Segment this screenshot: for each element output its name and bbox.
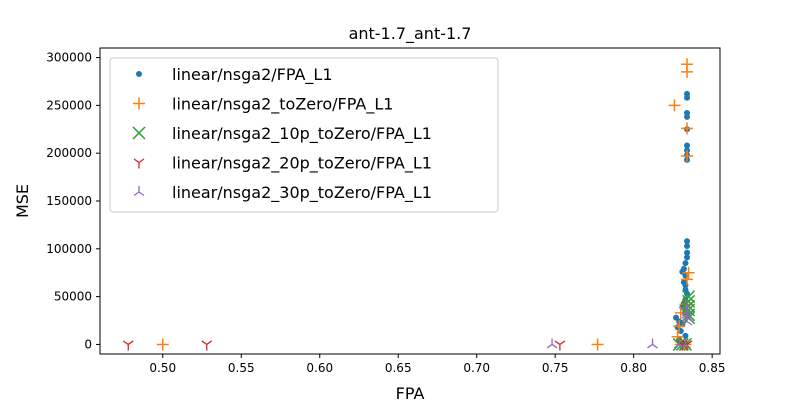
data-point [156,338,169,351]
data-point [681,122,694,135]
legend-label: linear/nsga2_toZero/FPA_L1 [172,95,393,115]
x-tick-label: 0.55 [228,361,255,375]
y-tick-label: 200000 [46,146,92,160]
y-tick-label: 150000 [46,194,92,208]
data-point [684,242,691,249]
data-point [591,338,604,351]
legend-label: linear/nsga2_30p_toZero/FPA_L1 [172,183,432,203]
data-point [681,315,693,326]
legend-marker [136,71,142,77]
data-point [684,254,691,261]
y-tick-label: 0 [84,337,92,351]
data-point [684,94,691,101]
data-point [673,338,685,349]
data-point [682,332,689,339]
data-point [682,266,695,279]
x-tick-label: 0.60 [306,361,333,375]
x-tick-label: 0.65 [385,361,412,375]
x-tick-label: 0.85 [699,361,726,375]
legend-marker [133,158,145,169]
legend-box [109,57,499,213]
data-point [546,338,558,349]
data-point [554,340,566,351]
y-tick-label: 250000 [46,98,92,112]
data-point [682,311,696,325]
chart-title: ant-1.7_ant-1.7 [349,24,472,44]
legend: linear/nsga2/FPA_L1 linear/nsga2_toZero/F… [109,57,499,213]
x-tick-label: 0.70 [463,361,490,375]
data-point [682,290,696,304]
plot-area [122,58,696,351]
x-axis: 0.50 0.55 0.60 0.65 0.70 0.75 0.80 0.85 [149,354,726,375]
data-point [668,99,681,112]
data-point [680,338,691,349]
x-tick-label: 0.75 [542,361,569,375]
series-4 [546,300,693,349]
data-point [122,340,134,351]
legend-marker [133,186,145,197]
y-axis: 0 50000 100000 150000 200000 250000 300000 [46,51,100,351]
data-point [684,113,691,120]
data-point [681,273,694,286]
data-point [684,142,691,149]
legend-marker [133,97,145,110]
legend-marker [132,126,146,140]
y-tick-label: 300000 [46,51,92,65]
y-tick-label: 50000 [54,290,92,304]
y-axis-label: MSE [13,184,32,218]
x-axis-label: FPA [396,384,425,400]
data-point [681,150,694,163]
data-point [682,260,689,267]
data-point [684,238,691,245]
data-point [201,340,213,351]
legend-label: linear/nsga2/FPA_L1 [172,65,333,85]
x-tick-label: 0.50 [149,361,176,375]
data-point [684,249,691,256]
data-point [647,338,658,349]
legend-label: linear/nsga2_10p_toZero/FPA_L1 [172,124,432,144]
x-tick-label: 0.80 [620,361,647,375]
data-point [673,320,686,333]
data-point [681,65,694,78]
y-tick-label: 100000 [46,242,92,256]
data-point [684,290,691,297]
legend-label: linear/nsga2_20p_toZero/FPA_L1 [172,154,432,174]
